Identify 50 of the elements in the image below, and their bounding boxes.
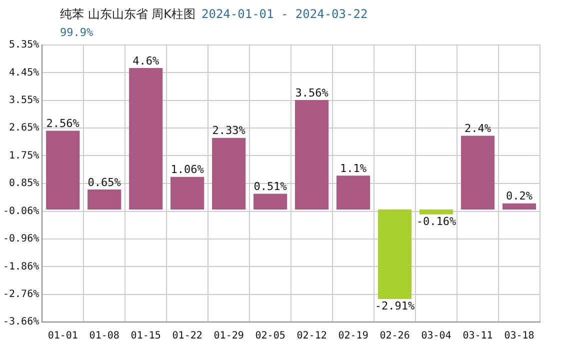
x-tick-label: 03-11 [462,330,493,342]
bar [46,130,80,210]
data-label: 2.56% [46,117,80,130]
x-tick-label: 03-04 [421,330,452,342]
bar [460,136,495,210]
bar [170,176,204,210]
y-tick-label: -0.96% [3,234,40,245]
text: 99.9% [60,26,94,39]
x-tick-label: 01-29 [214,330,244,342]
data-label: 0.2% [506,190,533,203]
x-tick-label: 02-26 [380,330,410,342]
data-label: -2.91% [374,299,416,312]
bar [502,203,536,210]
y-tick-label: 1.75% [9,150,40,162]
x-tick-label: 01-01 [48,330,78,342]
y-tick-label: -2.76% [3,288,40,300]
x-tick-label: 03-18 [504,330,534,342]
data-label: 0.65% [88,176,122,189]
y-tick-label: 4.45% [9,67,40,78]
bar [254,194,288,210]
data-label: 2.33% [212,124,246,138]
data-label: 1.1% [340,162,367,176]
y-tick-label: -3.66% [3,316,40,328]
bar [88,189,122,210]
y-tick-label: 2.65% [9,122,40,134]
x-tick-label: 01-15 [130,330,161,342]
x-tick-label: 02-19 [338,330,368,342]
bar [378,209,412,299]
bar [129,68,163,210]
x-tick-label: 01-22 [172,330,202,342]
y-tick-label: -1.86% [3,261,40,272]
data-label: 0.51% [254,180,288,194]
bar [419,209,454,214]
bar [295,100,329,210]
y-tick-label: 3.55% [9,94,40,106]
data-label: 2.4% [464,122,492,136]
chart-title: 纯苯 山东山东省 周K柱图 [60,7,196,21]
y-tick-label: 5.35% [9,40,40,51]
data-label: -0.16% [416,214,457,228]
bar [212,138,246,210]
data-label: 1.06% [170,163,204,176]
chart-subtitle: 2024-01-01 - 2024-03-22 [202,7,368,21]
bar [336,176,370,210]
x-tick-label: 02-12 [296,330,327,342]
x-tick-label: 02-05 [255,330,286,342]
data-label: 3.56% [295,86,329,100]
y-tick-label: -0.06% [3,206,40,217]
y-tick-label: 0.85% [9,178,40,189]
data-label: 4.6% [132,54,160,68]
x-tick-label: 01-08 [89,330,120,342]
